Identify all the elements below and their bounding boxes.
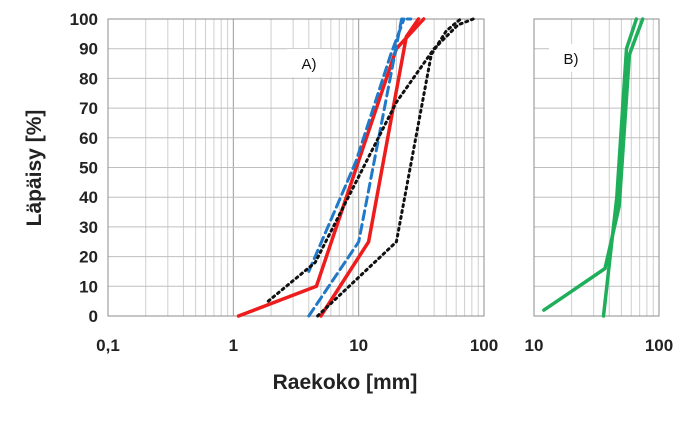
series-line-a-4 [307,17,406,273]
series-line-a-5 [266,17,475,303]
x-tick-label: 100 [470,336,498,355]
x-tick-label: 1 [229,336,238,355]
plot-frame [107,18,485,317]
panel-b: 10 100 B) [525,17,673,355]
x-tick-label: 10 [525,336,544,355]
series-line-a-3 [307,17,413,318]
y-tick-label: 50 [79,159,98,178]
y-tick-label: 0 [89,307,98,326]
panel-label: A) [302,56,317,73]
y-tick-label: 80 [79,69,98,88]
panel-label-background [287,49,331,77]
y-tick-label: 40 [79,188,98,207]
y-tick-label: 20 [79,248,98,267]
y-tick-label: 60 [79,129,98,148]
panel-label: B) [564,51,579,68]
y-tick-label: 100 [70,10,98,29]
x-axis-title: Raekoko [mm] [273,371,418,394]
y-tick-label: 70 [79,99,98,118]
x-tick-label: 10 [349,336,368,355]
series-line-a-6 [316,17,463,318]
plot-frame [533,18,660,317]
x-tick-label: 0,1 [96,336,120,355]
y-tick-label: 90 [79,40,98,59]
series-line-a-2 [319,17,421,318]
y-tick-label: 30 [79,218,98,237]
y-axis-title: Läpäisy [%] [23,110,46,227]
y-tick-label: 10 [79,277,98,296]
x-tick-label: 100 [645,336,673,355]
series-line-b-2 [601,17,639,318]
panel-label-background [549,44,593,72]
panel-a: 0,1 1 10 100 0 10 20 30 40 50 60 70 80 90 100 A) [70,10,499,355]
